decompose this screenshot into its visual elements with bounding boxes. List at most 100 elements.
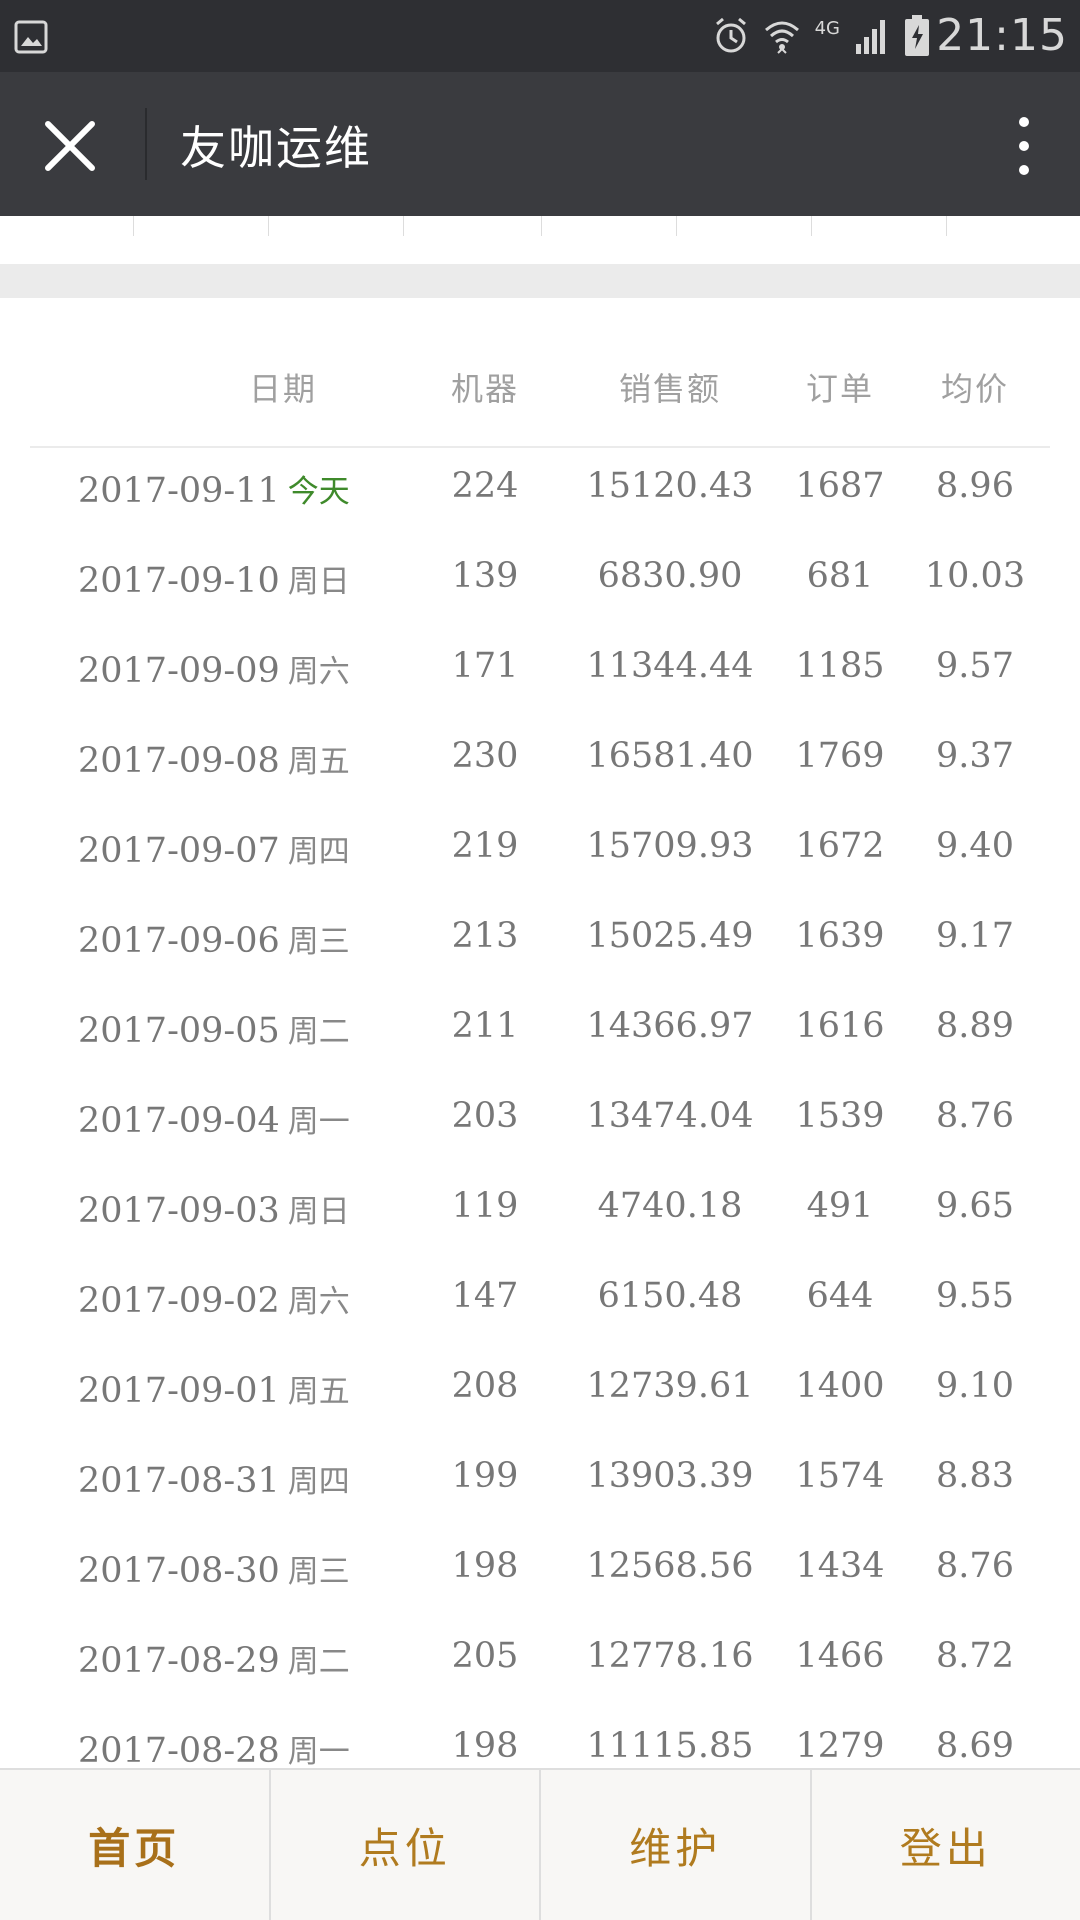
table-row[interactable]: 2017-08-29 周二 205 12778.16 1466 8.72 <box>30 1618 1050 1708</box>
table-row[interactable]: 2017-08-30 周三 198 12568.56 1434 8.76 <box>30 1528 1050 1618</box>
date-text: 2017-08-29 <box>78 1641 280 1681</box>
table-row[interactable]: 2017-09-06 周三 213 15025.49 1639 9.17 <box>30 898 1050 988</box>
tab-logout[interactable]: 登出 <box>899 1823 992 1873</box>
cell-machine: 139 <box>451 556 519 596</box>
header-avg-price: 均价 <box>940 370 1009 408</box>
cell-avg-price: 9.57 <box>936 646 1014 686</box>
cell-avg-price: 8.69 <box>936 1726 1014 1766</box>
cell-avg-price: 9.37 <box>936 736 1014 776</box>
cell-orders: 1639 <box>795 916 885 956</box>
cell-machine: 219 <box>451 826 519 866</box>
cell-sales: 16581.40 <box>586 736 754 776</box>
date-text: 2017-09-04 <box>78 1101 280 1141</box>
table-row[interactable]: 2017-09-04 周一 203 13474.04 1539 8.76 <box>30 1078 1050 1168</box>
weekday-label: 周二 <box>287 1014 350 1050</box>
cell-avg-price: 8.83 <box>936 1456 1014 1496</box>
header-orders: 订单 <box>805 370 874 408</box>
table-row[interactable]: 2017-09-01 周五 208 12739.61 1400 9.10 <box>30 1348 1050 1438</box>
cell-machine: 119 <box>451 1186 519 1226</box>
header-machine: 机器 <box>450 370 519 408</box>
app-bar-divider <box>145 108 147 180</box>
weekday-label: 周三 <box>287 924 350 960</box>
date-text: 2017-09-10 <box>78 561 280 601</box>
cell-date: 2017-09-05 周二 <box>78 1006 408 1051</box>
weekday-label: 周六 <box>287 1284 350 1320</box>
date-text: 2017-09-01 <box>78 1371 280 1411</box>
cell-date: 2017-09-01 周五 <box>78 1366 408 1411</box>
cell-avg-price: 9.10 <box>936 1366 1014 1406</box>
cell-sales: 4740.18 <box>597 1186 743 1226</box>
status-icons: 4G <box>713 14 930 58</box>
cell-machine: 171 <box>451 646 519 686</box>
table-row[interactable]: 2017-09-11 今天 224 15120.43 1687 8.96 <box>30 448 1050 538</box>
cell-avg-price: 9.55 <box>936 1276 1014 1316</box>
cell-date: 2017-09-04 周一 <box>78 1096 408 1141</box>
table-header: 日期 机器 销售额 订单 均价 <box>30 298 1050 448</box>
weekday-label: 周一 <box>287 1734 350 1770</box>
table-row[interactable]: 2017-08-28 周一 198 11115.85 1279 8.69 <box>30 1708 1050 1798</box>
close-icon[interactable] <box>40 116 100 176</box>
alarm-icon <box>715 17 746 53</box>
cell-sales: 15120.43 <box>586 466 754 506</box>
cell-orders: 1687 <box>795 466 885 506</box>
table-row[interactable]: 2017-09-02 周六 147 6150.48 644 9.55 <box>30 1258 1050 1348</box>
weekday-label: 周三 <box>287 1554 350 1590</box>
cell-avg-price: 8.72 <box>936 1636 1014 1676</box>
wifi-icon <box>764 21 799 54</box>
cell-sales: 14366.97 <box>586 1006 754 1046</box>
table-row[interactable]: 2017-09-07 周四 219 15709.93 1672 9.40 <box>30 808 1050 898</box>
sales-table: 日期 机器 销售额 订单 均价 2017-09-11 今天 224 15120.43 1… <box>30 298 1050 1798</box>
signal-icon <box>856 20 885 54</box>
cell-avg-price: 9.40 <box>936 826 1014 866</box>
cell-sales: 12739.61 <box>586 1366 754 1406</box>
date-text: 2017-09-11 <box>78 471 280 511</box>
cell-sales: 15709.93 <box>586 826 754 866</box>
cell-sales: 11115.85 <box>586 1726 754 1766</box>
table-row[interactable]: 2017-09-03 周日 119 4740.18 491 9.65 <box>30 1168 1050 1258</box>
battery-charging-icon <box>905 15 929 56</box>
weekday-label: 周四 <box>287 834 350 870</box>
status-bar: 4G 21:15 <box>0 0 1080 72</box>
cell-machine: 203 <box>451 1096 519 1136</box>
cell-orders: 1769 <box>795 736 885 776</box>
cell-avg-price: 8.76 <box>936 1096 1014 1136</box>
cell-date: 2017-08-28 周一 <box>78 1726 408 1771</box>
date-text: 2017-09-09 <box>78 651 280 691</box>
table-row[interactable]: 2017-09-10 周日 139 6830.90 681 10.03 <box>30 538 1050 628</box>
cell-date: 2017-09-09 周六 <box>78 646 408 691</box>
tab-home[interactable]: 首页 <box>0 1770 271 1920</box>
cell-sales: 11344.44 <box>586 646 754 686</box>
table-body: 2017-09-11 今天 224 15120.43 1687 8.96 2017-09-1… <box>30 448 1050 1798</box>
weekday-label: 周日 <box>287 1194 350 1230</box>
cell-machine: 147 <box>451 1276 519 1316</box>
cell-date: 2017-09-03 周日 <box>78 1186 408 1231</box>
cell-machine: 198 <box>451 1546 519 1586</box>
more-vertical-icon[interactable] <box>1004 114 1044 178</box>
cell-machine: 213 <box>451 916 519 956</box>
cell-machine: 224 <box>451 466 519 506</box>
tab-locations[interactable]: 点位 <box>271 1770 541 1920</box>
cell-avg-price: 8.96 <box>936 466 1014 506</box>
date-text: 2017-08-30 <box>78 1551 280 1591</box>
cell-orders: 1672 <box>795 826 885 866</box>
date-text: 2017-09-07 <box>78 831 280 871</box>
cell-sales: 13474.04 <box>586 1096 754 1136</box>
cell-date: 2017-09-11 今天 <box>78 466 408 511</box>
cell-sales: 6830.90 <box>597 556 743 596</box>
table-row[interactable]: 2017-09-08 周五 230 16581.40 1769 9.37 <box>30 718 1050 808</box>
cell-orders: 681 <box>806 556 874 596</box>
cell-sales: 6150.48 <box>597 1276 743 1316</box>
header-date: 日期 <box>248 370 317 408</box>
cell-machine: 208 <box>451 1366 519 1406</box>
cell-avg-price: 8.76 <box>936 1546 1014 1586</box>
table-row[interactable]: 2017-09-05 周二 211 14366.97 1616 8.89 <box>30 988 1050 1078</box>
table-row[interactable]: 2017-08-31 周四 199 13903.39 1574 8.83 <box>30 1438 1050 1528</box>
weekday-label: 周日 <box>287 564 350 600</box>
header-sales: 销售额 <box>618 370 721 408</box>
cell-sales: 12778.16 <box>586 1636 754 1676</box>
tab-maintenance[interactable]: 维护 <box>541 1770 812 1920</box>
bottom-tab-bar: 首页 点位 维护 登出 <box>0 1768 1080 1920</box>
date-text: 2017-09-03 <box>78 1191 280 1231</box>
date-text: 2017-09-05 <box>78 1011 280 1051</box>
table-row[interactable]: 2017-09-09 周六 171 11344.44 1185 9.57 <box>30 628 1050 718</box>
